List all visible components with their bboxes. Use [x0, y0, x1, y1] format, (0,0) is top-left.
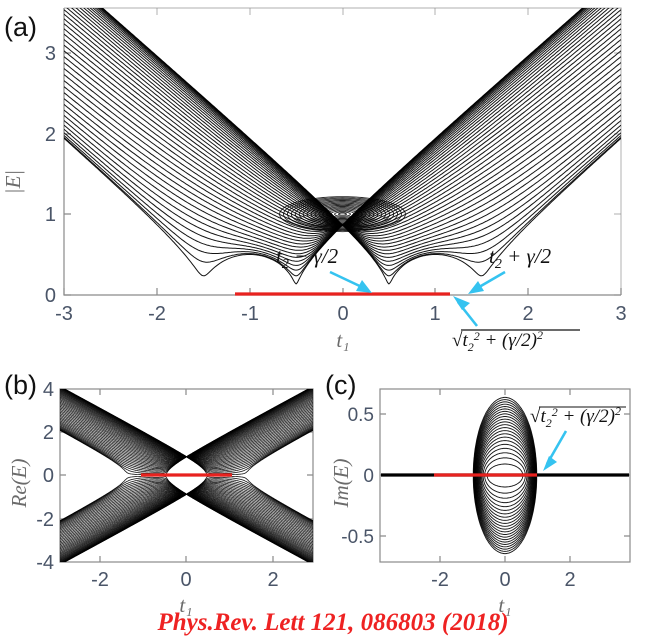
- panel-a-annot-t2-minus: t2 − γ/2: [276, 244, 339, 272]
- panel-b-ytick-3: 2: [43, 422, 54, 444]
- panel-c-ylabel: Im(E): [329, 459, 353, 509]
- svg-text:√t22 + (γ/2)2: √t22 + (γ/2)2: [530, 404, 621, 430]
- panel-b-xlabel: t₁: [179, 593, 192, 617]
- panel-a-ytick-1: 1: [45, 204, 56, 226]
- panel-a-arrow-t2-minus: [329, 270, 372, 293]
- panel-b-xtick-2: 2: [267, 569, 278, 591]
- panel-c: (c) Im(E) -2 0 2 -0.5 0 0.5 t₁ √t22 + (γ…: [325, 370, 631, 617]
- panel-a-label: (a): [4, 12, 37, 42]
- panel-a-bands: [64, 8, 621, 285]
- panel-a-ytick-0: 0: [45, 285, 56, 307]
- panel-c-axes: [379, 388, 631, 563]
- panel-c-label: (c): [325, 370, 356, 400]
- panel-b-ytick-2: 0: [43, 465, 54, 487]
- panel-a-xtick-4: 1: [429, 303, 440, 325]
- svg-text:√t22 + (γ/2)2: √t22 + (γ/2)2: [452, 328, 543, 354]
- panel-c-ytick-0: -0.5: [341, 527, 374, 548]
- panel-b-ylabel-group: Re(E): [7, 459, 31, 509]
- panel-a-xtick-5: 2: [522, 303, 533, 325]
- panel-c-xtick-1: 0: [499, 569, 510, 591]
- panel-a-xlabel: t₁: [336, 328, 349, 352]
- panel-a: (a) |E| -3 -2 -1 0 1 2 3 0 1 2 3 t₁: [1, 7, 627, 354]
- panel-a-arrow-t2-plus: [468, 270, 506, 294]
- panel-c-ytick-2: 0.5: [348, 405, 374, 426]
- citation-text: Phys.Rev. Lett 121, 086803 (2018): [156, 609, 508, 636]
- panel-a-xtick-1: -2: [148, 303, 166, 325]
- panel-c-ytick-1: 0: [363, 466, 374, 487]
- panel-c-xlabel: t₁: [498, 593, 511, 617]
- panel-a-xtick-3: 0: [337, 303, 348, 325]
- panel-a-ylabel-group: |E|: [1, 170, 25, 194]
- panel-a-annot-t2-plus: t2 + γ/2: [489, 244, 552, 272]
- panel-a-xtick-6: 3: [615, 303, 626, 325]
- panel-c-annot-sqrt: √t22 + (γ/2)2: [530, 404, 626, 471]
- panel-a-annot-sqrt: √t22 + (γ/2)2: [452, 296, 580, 354]
- panel-c-ylabel-group: Im(E): [329, 459, 353, 509]
- panel-a-xtick-2: -1: [241, 303, 259, 325]
- panel-b-ytick-4: 4: [43, 379, 54, 401]
- panel-b-ytick-1: -2: [36, 509, 54, 531]
- panel-b-label: (b): [4, 370, 37, 400]
- panel-a-ytick-2: 2: [45, 124, 56, 146]
- panel-b-ylabel: Re(E): [7, 459, 31, 509]
- panel-b-bands: [60, 389, 313, 562]
- panel-c-xtick-0: -2: [431, 569, 449, 591]
- panel-b-ytick-0: -4: [36, 552, 54, 574]
- panel-a-ylabel: |E|: [1, 170, 25, 194]
- panel-b-xtick-1: 0: [180, 569, 191, 591]
- panel-a-xtick-0: -3: [55, 303, 73, 325]
- panel-c-xtick-2: 2: [564, 569, 575, 591]
- panel-a-ytick-3: 3: [45, 43, 56, 65]
- panel-b: (b) Re(E) -2 0 2 -4 -2 0 2 4 t₁: [4, 370, 314, 617]
- panel-b-xtick-0: -2: [91, 569, 109, 591]
